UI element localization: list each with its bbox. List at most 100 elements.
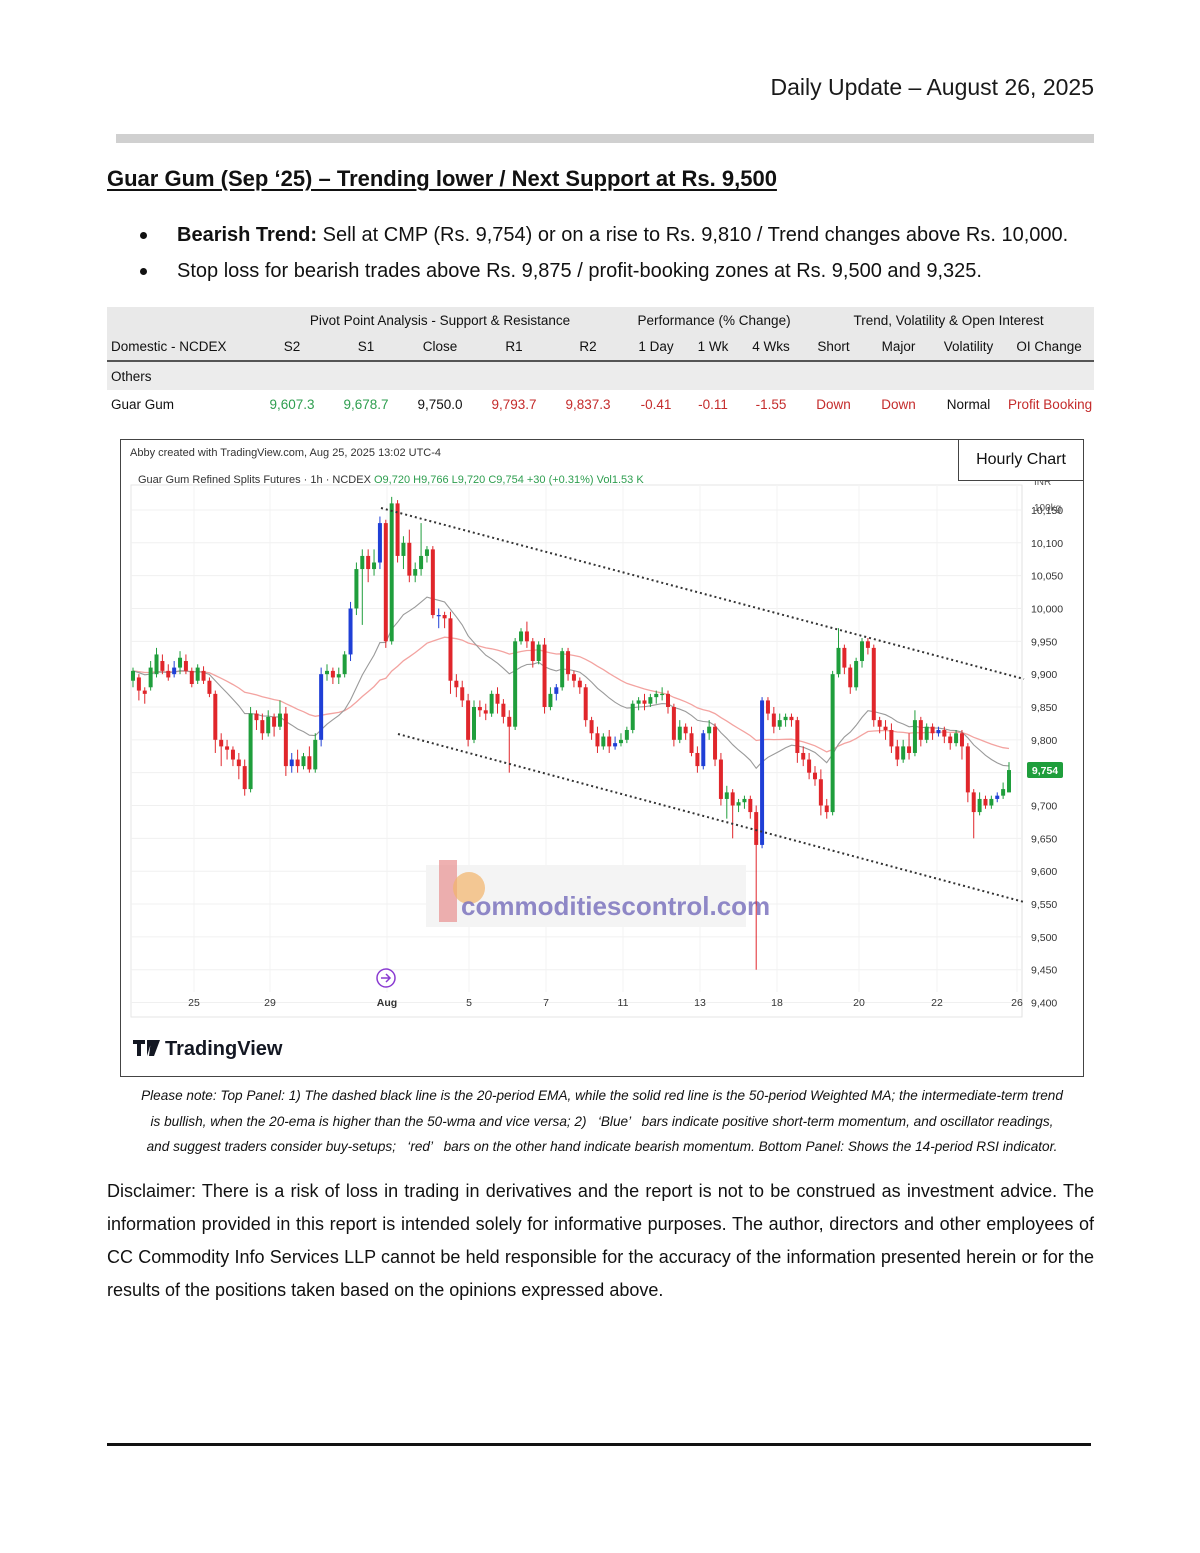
candle-body: [771, 713, 776, 727]
x-tick-label: 5: [466, 997, 472, 1009]
price-chart: commoditiescontrol.com 10,150 10,100 10,05…: [130, 477, 1063, 1060]
candle-body: [477, 706, 482, 711]
y-tick-label: 9,450: [1031, 965, 1057, 977]
section-label: Others: [107, 361, 1095, 390]
candle-body: [818, 779, 823, 806]
cell-s1: 9,678.7: [343, 397, 389, 412]
candle-body: [360, 555, 365, 570]
candle-body: [424, 549, 429, 556]
candle-body: [495, 693, 500, 704]
cell-short: Down: [816, 397, 851, 412]
candle-body: [219, 739, 224, 747]
candle-body: [183, 661, 188, 671]
candle-body: [613, 743, 618, 747]
bullet-item: Stop loss for bearish trades above Rs. 9…: [140, 256, 1100, 292]
candle-body: [895, 746, 900, 760]
x-tick-label: 11: [618, 997, 629, 1009]
candle-body: [889, 729, 894, 747]
y-tick-label: 9,650: [1031, 833, 1057, 845]
candle-body: [325, 670, 330, 675]
col-header: Short: [803, 333, 865, 362]
note-line-1: Please note: Top Panel: 1) The dashed bl…: [141, 1088, 1063, 1103]
tradingview-logo-icon: [133, 1040, 160, 1056]
candle-body: [301, 756, 306, 767]
candle-body: [677, 726, 682, 740]
y-axis-labels: 10,150 10,100 10,050 10,000 9,950 9,900 9,850 9…: [1031, 505, 1063, 1010]
candle-body: [154, 654, 159, 675]
note-line-3: and suggest traders consider buy-setups;…: [146, 1139, 1058, 1154]
candle-body: [313, 739, 318, 770]
y-tick-label: 9,800: [1031, 735, 1057, 747]
candle-body: [254, 713, 259, 721]
candle-body: [272, 716, 277, 727]
upper-trendline: [380, 507, 1025, 680]
candle-body: [995, 795, 1000, 799]
candle-body: [595, 733, 600, 747]
candle-body: [519, 631, 524, 642]
candle-body: [971, 792, 976, 813]
bullet-list: Bearish Trend: Sell at CMP (Rs. 9,754) o…: [140, 220, 1100, 292]
candle-body: [319, 674, 324, 740]
table-group-header: Pivot Point Analysis - Support & Resista…: [107, 307, 1095, 333]
bullet-dot-icon: [140, 232, 147, 239]
watermark-text: commoditiescontrol.com: [461, 891, 770, 921]
replay-icon[interactable]: [376, 968, 396, 988]
candle-body: [707, 726, 712, 734]
cell-name: Guar Gum: [111, 397, 175, 412]
candle-body: [830, 674, 835, 813]
col-header: 1 Day: [625, 333, 688, 362]
table-column-header: Domestic - NCDEX S2 S1 Close R1 R2 1 Day…: [107, 333, 1095, 362]
candle-body: [283, 713, 288, 767]
cell-r2: 9,837.3: [565, 397, 611, 412]
unit-label: 100kg: [1034, 503, 1061, 514]
price-tag-box: [1027, 762, 1063, 779]
candle-body: [213, 693, 218, 740]
candle-body: [348, 608, 353, 655]
candle-body: [754, 812, 759, 845]
cell-s2: 9,607.3: [269, 397, 315, 412]
x-tick-label: 29: [264, 997, 276, 1009]
candle-body: [389, 503, 394, 642]
group-trend: Trend, Volatility & Open Interest: [803, 307, 1095, 333]
tradingview-logo: TradingView: [133, 1038, 283, 1060]
candle-body: [178, 657, 183, 668]
watermark-logo-icon: [439, 860, 457, 922]
candle-body: [854, 661, 859, 688]
candle-body: [901, 746, 906, 760]
candle-body: [230, 749, 235, 760]
x-axis-labels: 25 29 Aug 5 7 11 13 18 20 22 26: [188, 997, 1023, 1009]
candle-body: [530, 641, 535, 662]
candle-body: [1007, 770, 1011, 793]
candle-body: [448, 618, 453, 681]
candle-body: [965, 746, 970, 793]
ohlc-readout: O9,720 H9,766 L9,720 C9,754 +30 (+0.31%)…: [373, 474, 644, 486]
candle-body: [630, 703, 635, 730]
y-tick-label: 9,550: [1031, 899, 1057, 911]
price-tag-text: 9,754: [1032, 765, 1058, 777]
bullet-bold: Bearish Trend:: [177, 224, 318, 246]
candle-body: [466, 700, 471, 740]
col-header: R1: [477, 333, 551, 362]
candle-body: [401, 542, 406, 556]
candle-body: [930, 726, 935, 734]
candle-body: [948, 736, 953, 744]
trend-channel: [380, 507, 1025, 903]
candle-body: [783, 716, 788, 721]
candle-body: [483, 710, 488, 714]
candle-body: [548, 693, 553, 707]
candle-body: [454, 680, 459, 688]
candle-body: [524, 631, 529, 642]
col-header: Domestic - NCDEX: [107, 333, 255, 362]
candle-body: [689, 733, 694, 753]
candle-body: [419, 555, 424, 570]
candle-body: [883, 726, 888, 730]
instrument-name: Guar Gum Refined Splits Futures · 1h · N…: [138, 474, 371, 486]
candle-body: [383, 523, 388, 642]
candle-body: [542, 644, 547, 707]
y-tick-label: 9,850: [1031, 702, 1057, 714]
col-header: OI Change: [1004, 333, 1095, 362]
candle-body: [865, 641, 870, 648]
candle-body: [742, 798, 747, 803]
candle-body: [860, 641, 865, 662]
candle-body: [377, 523, 382, 563]
